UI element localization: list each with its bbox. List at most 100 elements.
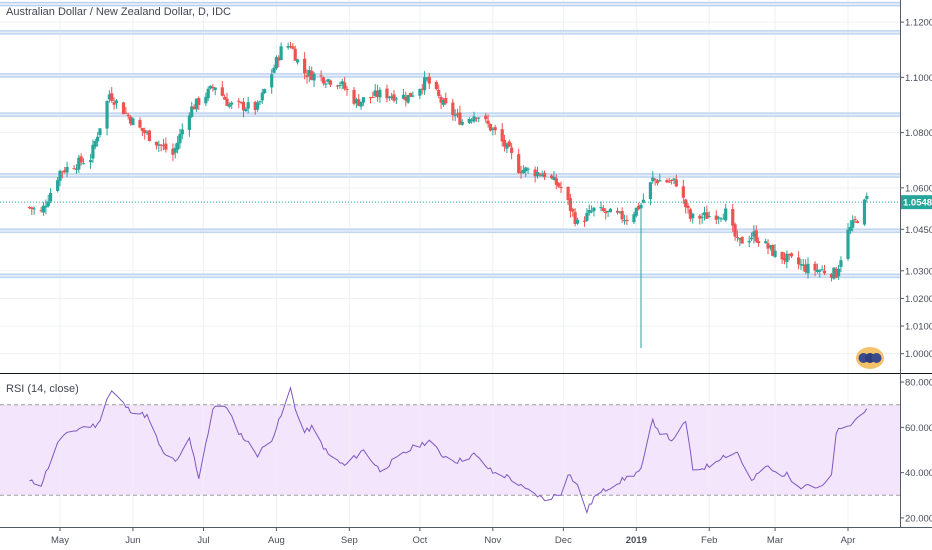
candle[interactable] [375, 84, 380, 102]
candle[interactable] [225, 92, 229, 107]
candle[interactable] [455, 108, 460, 118]
candle[interactable] [855, 219, 860, 224]
candle[interactable] [173, 143, 177, 159]
candle[interactable] [853, 215, 857, 224]
candle[interactable] [674, 174, 678, 188]
candle[interactable] [159, 143, 163, 152]
candle[interactable] [526, 167, 530, 174]
candle[interactable] [780, 251, 784, 264]
candle[interactable] [326, 78, 330, 85]
candle[interactable] [340, 78, 344, 90]
candle[interactable] [121, 101, 126, 115]
candle[interactable] [458, 105, 462, 126]
tradingview-logo[interactable] [855, 346, 885, 370]
candle[interactable] [721, 213, 725, 220]
candle[interactable] [667, 177, 671, 184]
candle[interactable] [321, 76, 326, 86]
candle[interactable] [335, 84, 340, 90]
candle[interactable] [787, 253, 791, 261]
candle[interactable] [63, 167, 67, 174]
candle[interactable] [500, 122, 504, 147]
candle[interactable] [263, 88, 267, 95]
candle[interactable] [110, 87, 114, 103]
candle[interactable] [820, 265, 824, 271]
candle[interactable] [484, 112, 488, 123]
candle[interactable] [343, 76, 347, 91]
candle[interactable] [157, 140, 161, 153]
candle[interactable] [505, 142, 509, 154]
candle[interactable] [818, 269, 822, 278]
candle[interactable] [599, 201, 603, 212]
candle[interactable] [768, 244, 772, 251]
candle[interactable] [688, 207, 692, 222]
candle[interactable] [474, 117, 478, 123]
candle[interactable] [521, 165, 525, 174]
candle[interactable] [738, 237, 742, 247]
candle[interactable] [862, 198, 867, 226]
candle[interactable] [622, 214, 627, 225]
candle[interactable] [815, 263, 820, 274]
candle[interactable] [147, 129, 151, 142]
candle[interactable] [93, 138, 97, 150]
candle[interactable] [606, 210, 610, 218]
candle[interactable] [836, 265, 841, 280]
candle[interactable] [164, 137, 168, 153]
candle[interactable] [535, 166, 540, 179]
candle[interactable] [230, 101, 234, 109]
candle[interactable] [291, 42, 295, 50]
candle[interactable] [573, 208, 577, 227]
candle[interactable] [559, 181, 563, 194]
candle[interactable] [192, 104, 196, 110]
candle[interactable] [422, 71, 427, 95]
candle[interactable] [411, 91, 415, 98]
candle[interactable] [517, 148, 521, 174]
candle[interactable] [488, 123, 493, 132]
candle[interactable] [806, 257, 810, 279]
candle[interactable] [587, 204, 591, 216]
candle[interactable] [848, 220, 852, 235]
candle[interactable] [658, 173, 662, 182]
candle[interactable] [211, 84, 215, 92]
candle[interactable] [303, 52, 307, 80]
candle[interactable] [472, 111, 476, 123]
candle[interactable] [418, 88, 422, 100]
candle[interactable] [752, 225, 756, 244]
candle[interactable] [237, 98, 241, 109]
candle[interactable] [138, 117, 142, 129]
candle[interactable] [352, 87, 356, 106]
candle[interactable] [557, 181, 561, 188]
candle[interactable] [575, 217, 580, 225]
candle[interactable] [592, 207, 596, 217]
candle[interactable] [270, 69, 274, 94]
candle[interactable] [702, 206, 707, 221]
candle[interactable] [754, 225, 758, 244]
candle[interactable] [390, 92, 394, 100]
candle[interactable] [258, 100, 262, 106]
candle[interactable] [253, 100, 257, 115]
candle[interactable] [634, 207, 638, 218]
candle[interactable] [79, 153, 83, 166]
candle[interactable] [724, 203, 728, 222]
candle[interactable] [194, 98, 199, 112]
candle[interactable] [176, 136, 180, 154]
candle[interactable] [519, 165, 523, 179]
candle[interactable] [387, 95, 391, 101]
candle[interactable] [620, 207, 624, 223]
candle[interactable] [691, 212, 695, 224]
candle[interactable] [542, 170, 547, 180]
candle[interactable] [88, 154, 93, 169]
candle[interactable] [568, 193, 573, 218]
candle[interactable] [425, 76, 429, 82]
candle[interactable] [764, 238, 768, 244]
candle[interactable] [486, 114, 490, 128]
candle[interactable] [669, 179, 674, 185]
candle[interactable] [684, 198, 688, 214]
candle[interactable] [766, 239, 770, 255]
candle[interactable] [401, 88, 406, 100]
candle[interactable] [279, 42, 283, 61]
candle[interactable] [789, 252, 794, 259]
candle[interactable] [408, 92, 413, 98]
candle[interactable] [368, 96, 373, 104]
candle[interactable] [510, 143, 514, 160]
candle[interactable] [834, 266, 838, 279]
